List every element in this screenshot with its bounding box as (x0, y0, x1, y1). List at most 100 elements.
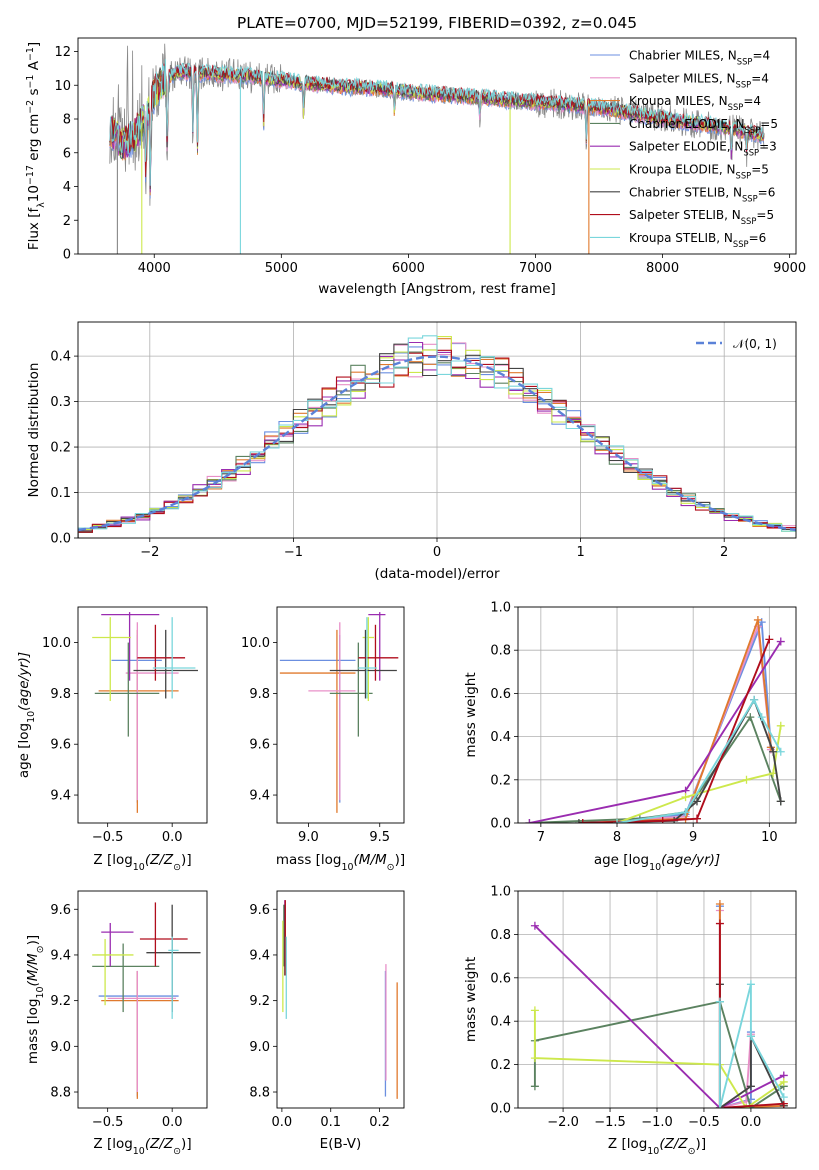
weight-marker (530, 1054, 539, 1063)
x-axis-label-part: ⊙ (387, 862, 395, 873)
tick-label-y: 9.6 (249, 738, 270, 753)
tick-label-y: 0.2 (490, 1058, 511, 1073)
legend-label: Kroupa ELODIE, NSSP=5 (629, 163, 769, 181)
x-axis-label-part: (Z/Z (145, 852, 174, 868)
tick-label-x: 0.0 (741, 1115, 762, 1130)
axes-frame-age_vs_mass (276, 606, 405, 824)
y-axis-label-part: ⊙ (35, 945, 46, 953)
x-axis-label-part: 10 (649, 862, 661, 873)
plot-area-age_vs_Z (92, 612, 198, 813)
errorbar-point (107, 970, 177, 1093)
errorbar-point (139, 902, 188, 967)
weight-marker (692, 797, 701, 806)
weight-series (525, 713, 785, 823)
axes-frame-residuals (77, 321, 797, 539)
ticks-age_vs_Z: −0.5 0.0 9.4 9.6 9.8 10.0 (42, 636, 182, 845)
ticks-weight_vs_age: 7 8 9 10 0.0 0.2 0.4 0.6 0.8 1.0 (490, 601, 777, 846)
y-axis-label-part: −1 (25, 75, 36, 89)
errorbar-point (308, 622, 356, 801)
tick-label-y: 0.8 (490, 928, 511, 943)
x-axis-label-part: ⊙ (173, 862, 181, 873)
legend-label-part: SSP (742, 193, 758, 203)
y-axis-label-part: 10 (26, 711, 37, 723)
x-axis-label-part: )] (181, 1136, 192, 1152)
tick-label-x: −1.5 (594, 1115, 626, 1130)
tick-label-y: 9.6 (50, 903, 71, 918)
legend-label: Salpeter ELODIE, NSSP=3 (629, 140, 777, 158)
y-axis-label: Normed distribution (26, 363, 42, 498)
weight-marker (530, 921, 539, 930)
x-axis-label: wavelength [Angstrom, rest frame] (318, 281, 556, 297)
tick-label-y: 0.0 (50, 532, 71, 547)
axes-frame-age_vs_Z (77, 606, 208, 824)
tick-label-x: 5000 (265, 261, 298, 276)
tick-label-y: 0.4 (490, 1015, 511, 1030)
x-axis-label: E(B-V) (320, 1136, 362, 1152)
tick-label-y: 8.8 (249, 1086, 270, 1101)
tick-label-x: 7 (537, 830, 545, 845)
tick-label-x: 4000 (138, 261, 171, 276)
legend-label-part: =6 (758, 185, 776, 199)
tick-label-x: 0.0 (162, 830, 183, 845)
residual-histogram (78, 335, 796, 538)
weight-marker (681, 793, 690, 802)
tick-label-x: −0.5 (92, 830, 124, 845)
errorbar-point (133, 629, 198, 699)
ticks-spectrum: 4000 5000 6000 7000 8000 9000 0 2 4 6 8 10 12 (54, 45, 806, 276)
grid-weight_vs_Z (518, 890, 796, 1109)
x-axis-label-part: )] (696, 1136, 707, 1152)
tick-label-x: 1 (576, 545, 584, 560)
axes-frame-weight_vs_age (517, 606, 797, 824)
weight-marker (776, 721, 785, 730)
tick-label-y: 0.1 (50, 486, 71, 501)
y-axis-label: mass [log10(M/M⊙)] (25, 935, 46, 1064)
weight-line (616, 725, 782, 823)
errorbar-point (101, 922, 134, 967)
axes-mass_vs_Z: −0.5 0.08.89.09.29.49.6Z [log10(Z/Z⊙)]mas… (25, 890, 208, 1157)
weight-marker (765, 635, 774, 644)
tick-label-y: 0.0 (490, 817, 511, 832)
weight-marker (715, 1104, 724, 1108)
y-axis-label-part: −17 (25, 165, 36, 185)
y-axis-label-part: λ (36, 202, 47, 208)
legend-label-part: =4 (743, 94, 761, 108)
x-axis-label: (data-model)/error (374, 566, 500, 582)
tick-label-x: −0.5 (688, 1115, 720, 1130)
tick-label-y: 0.0 (490, 1102, 511, 1117)
x-axis-label: Z [log10(Z/Z⊙)] (93, 852, 191, 873)
tick-label-y: 1.0 (490, 601, 511, 616)
x-axis-label-part: (M/M (354, 852, 387, 868)
tick-label-x: 0.0 (272, 1115, 293, 1130)
weight-marker (776, 797, 785, 806)
tick-label-y: 9.2 (249, 994, 270, 1009)
tick-label-y: 8 (63, 113, 71, 128)
weight-marker (746, 1082, 755, 1091)
tick-label-x: −0.5 (92, 1115, 124, 1130)
tick-label-y: 9.4 (50, 948, 71, 963)
weight-marker (692, 814, 701, 823)
plot-area-weight_vs_Z (530, 900, 788, 1108)
weight-marker (776, 637, 785, 646)
legend-label: Salpeter STELIB, NSSP=5 (629, 208, 774, 226)
tick-label-x: 6000 (392, 261, 425, 276)
tick-label-x: 9 (689, 830, 697, 845)
errorbar-point (329, 629, 397, 699)
legend-label-part: SSP (743, 148, 759, 158)
tick-label-y: 0.6 (490, 971, 511, 986)
weight-marker (525, 819, 534, 823)
legend-label-part: SSP (736, 79, 752, 89)
errorbar-point (362, 617, 375, 702)
tick-label-y: 9.8 (50, 687, 71, 702)
legend-label-part: =5 (756, 208, 774, 222)
errorbar-point (101, 970, 179, 1099)
x-axis-label: mass [log10(M/M⊙)] (276, 852, 405, 873)
tick-label-y: 8.8 (50, 1086, 71, 1101)
legend-label: Kroupa STELIB, NSSP=6 (629, 231, 766, 249)
legend-label-part: SSP (737, 57, 753, 67)
x-axis-label-part: 10 (133, 862, 145, 873)
y-axis-label-part: ] (26, 42, 42, 47)
y-axis-label: mass weight (463, 957, 479, 1042)
legend-label-part: SSP (736, 171, 752, 181)
